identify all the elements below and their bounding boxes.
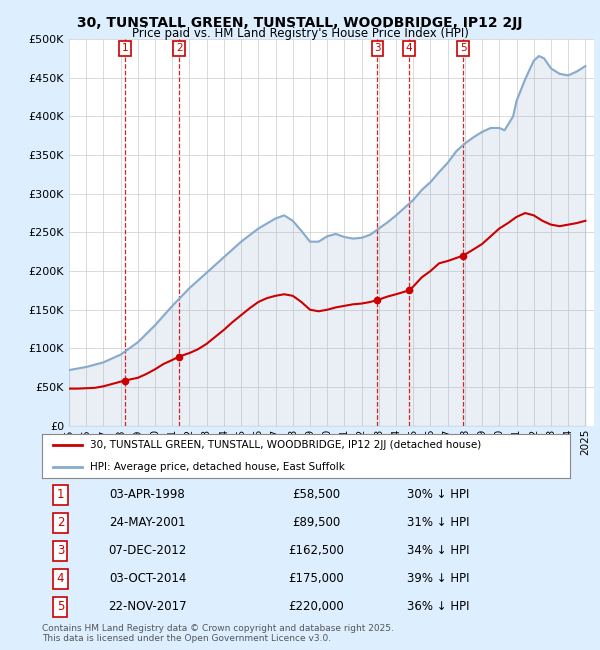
Text: 1: 1: [122, 44, 128, 53]
Text: 24-MAY-2001: 24-MAY-2001: [109, 516, 186, 529]
Text: 30% ↓ HPI: 30% ↓ HPI: [407, 489, 469, 502]
Text: 34% ↓ HPI: 34% ↓ HPI: [407, 545, 469, 558]
Text: 30, TUNSTALL GREEN, TUNSTALL, WOODBRIDGE, IP12 2JJ (detached house): 30, TUNSTALL GREEN, TUNSTALL, WOODBRIDGE…: [89, 439, 481, 450]
Text: 4: 4: [57, 573, 64, 586]
Text: £89,500: £89,500: [292, 516, 341, 529]
Text: 30, TUNSTALL GREEN, TUNSTALL, WOODBRIDGE, IP12 2JJ: 30, TUNSTALL GREEN, TUNSTALL, WOODBRIDGE…: [77, 16, 523, 30]
Text: 36% ↓ HPI: 36% ↓ HPI: [407, 601, 469, 614]
Text: 3: 3: [57, 545, 64, 558]
Text: 39% ↓ HPI: 39% ↓ HPI: [407, 573, 469, 586]
Text: 5: 5: [57, 601, 64, 614]
Text: 4: 4: [406, 44, 412, 53]
Text: 1: 1: [57, 489, 64, 502]
Text: 5: 5: [460, 44, 466, 53]
Text: 07-DEC-2012: 07-DEC-2012: [109, 545, 187, 558]
Text: £162,500: £162,500: [289, 545, 344, 558]
Text: 2: 2: [176, 44, 182, 53]
Text: Price paid vs. HM Land Registry's House Price Index (HPI): Price paid vs. HM Land Registry's House …: [131, 27, 469, 40]
Text: 03-APR-1998: 03-APR-1998: [110, 489, 185, 502]
Text: 3: 3: [374, 44, 381, 53]
Text: 03-OCT-2014: 03-OCT-2014: [109, 573, 186, 586]
Text: Contains HM Land Registry data © Crown copyright and database right 2025.
This d: Contains HM Land Registry data © Crown c…: [42, 624, 394, 644]
Text: 31% ↓ HPI: 31% ↓ HPI: [407, 516, 469, 529]
Text: 22-NOV-2017: 22-NOV-2017: [108, 601, 187, 614]
Text: £58,500: £58,500: [292, 489, 341, 502]
Text: 2: 2: [57, 516, 64, 529]
Text: £220,000: £220,000: [289, 601, 344, 614]
Text: HPI: Average price, detached house, East Suffolk: HPI: Average price, detached house, East…: [89, 462, 344, 472]
Text: £175,000: £175,000: [289, 573, 344, 586]
